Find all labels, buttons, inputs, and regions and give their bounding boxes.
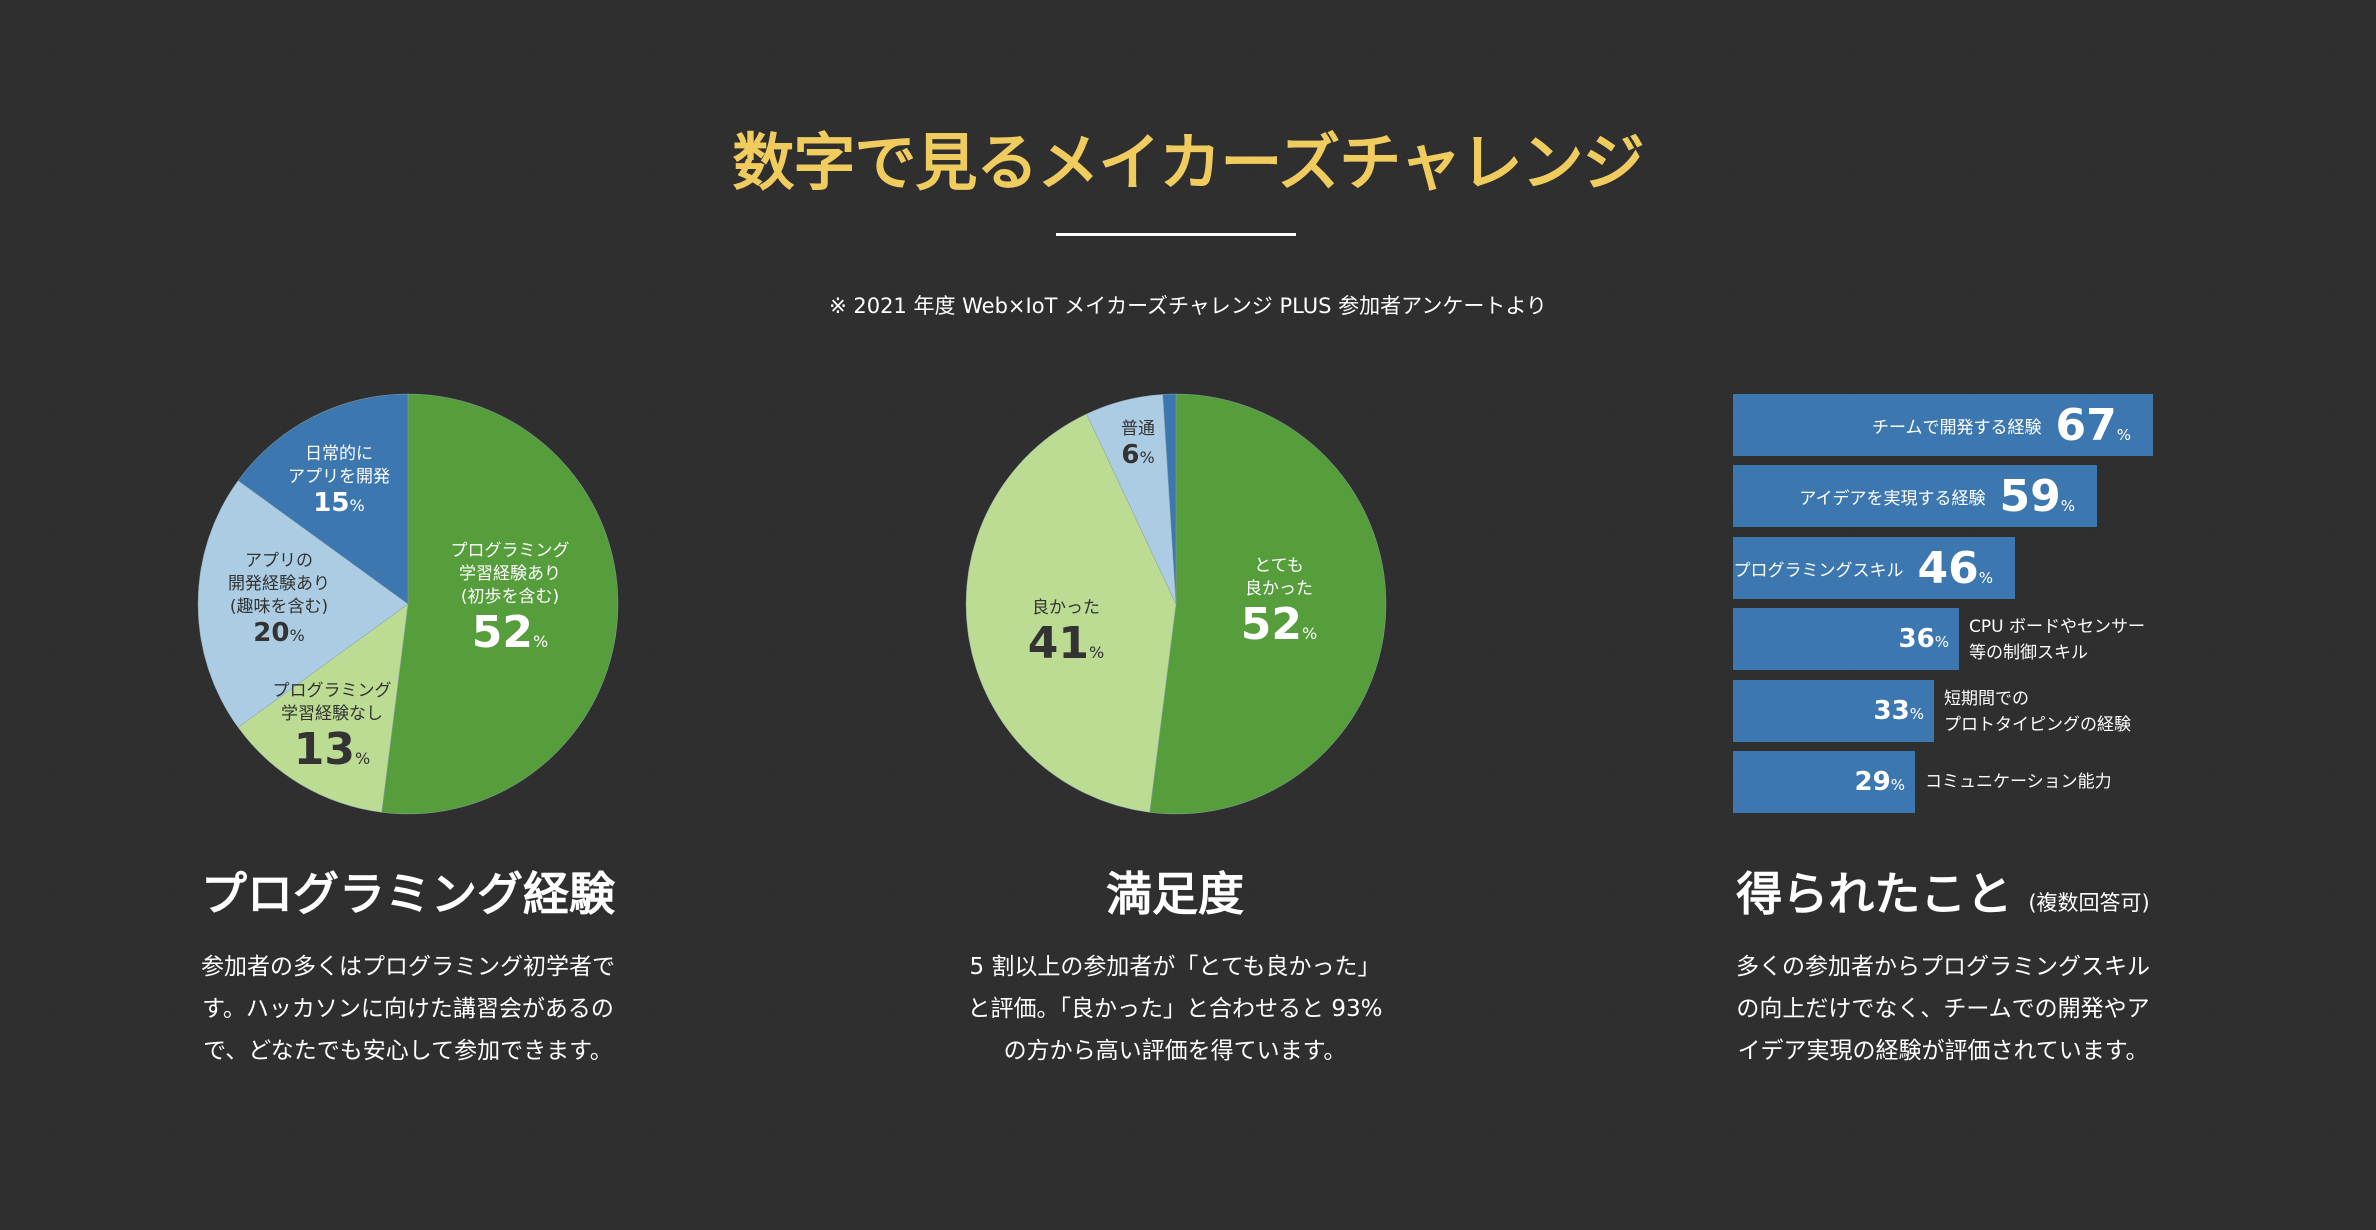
pie1-label-hobby-dev-line2: 開発経験あり xyxy=(228,573,330,594)
page-title: 数字で見るメイカーズチャレンジ xyxy=(732,126,1644,199)
pie-slice xyxy=(237,393,409,605)
pie1-label-daily-dev: 日常的に アプリを開発 15% xyxy=(288,444,390,518)
pie2-label-neutral: 普通 6% xyxy=(1121,419,1155,470)
pie2-label-very-good-line1: とても xyxy=(1254,556,1304,576)
bar-team-dev: チームで開発する経験 67% xyxy=(1733,394,2153,456)
section-heading-gains: 得られたこと (複数回答可) xyxy=(1736,867,2150,921)
bar-value-cpu-control: 36 xyxy=(1898,624,1935,654)
pie1-value-daily-dev: 15 xyxy=(313,487,350,518)
pie1-label-no-experience-line1: プログラミング xyxy=(272,681,392,701)
pie1-label-no-experience: プログラミング 学習経験なし 13% xyxy=(272,681,392,775)
bar-label-cpu-control: CPU ボードやセンサー 等の制御スキル xyxy=(1969,617,2145,663)
bar-label-programming-skill: プログラミングスキル xyxy=(1733,560,1904,581)
title-divider xyxy=(1056,233,1296,236)
pie2-label-very-good: とても 良かった 52% xyxy=(1240,556,1318,650)
pie1-value-experienced: 52 xyxy=(471,606,534,658)
pie-slice xyxy=(1149,393,1387,815)
pie2-label-very-good-line2: 良かった xyxy=(1245,578,1313,599)
pie2-value-very-good: 52 xyxy=(1240,598,1303,650)
bar-value-prototyping: 33 xyxy=(1873,696,1910,726)
bar-value-team-dev: 67 xyxy=(2055,399,2117,451)
bar-communication: 29% xyxy=(1733,751,1915,813)
bar-label-prototyping: 短期間での プロトタイピングの経験 xyxy=(1944,689,2131,735)
section-heading-programming: プログラミング経験 xyxy=(201,867,615,921)
pie1-label-experienced: プログラミング 学習経験あり (初歩を含む) 52% xyxy=(450,541,570,658)
pie-slice xyxy=(381,393,619,815)
pie1-label-experienced-line2: 学習経験あり xyxy=(459,563,561,584)
bar-label-idea: アイデアを実現する経験 xyxy=(1799,488,1986,509)
pie1-label-experienced-line1: プログラミング xyxy=(450,541,570,561)
bar-value-programming-skill: 46 xyxy=(1917,542,1979,594)
pie-slice xyxy=(1162,393,1177,605)
pie-chart-satisfaction xyxy=(965,393,1387,815)
pie1-label-experienced-line3: (初歩を含む) xyxy=(460,586,560,607)
bar-programming-skill: プログラミングスキル 46% xyxy=(1733,537,2015,599)
section-desc-gains: 多くの参加者からプログラミングスキルの向上だけでなく、チームでの開発やアイデア実… xyxy=(1736,954,2150,1064)
section-desc-programming: 参加者の多くはプログラミング初学者です。ハッカソンに向けた講習会があるので、どな… xyxy=(201,954,615,1064)
pie1-label-no-experience-line2: 学習経験なし xyxy=(281,703,383,724)
pie-chart-programming-experience xyxy=(197,393,619,815)
bar-idea: アイデアを実現する経験 59% xyxy=(1733,465,2097,527)
pie2-label-neutral-line1: 普通 xyxy=(1121,419,1155,439)
pie1-value-no-experience: 13 xyxy=(293,723,356,775)
pie1-label-hobby-dev-line3: (趣味を含む) xyxy=(229,596,329,617)
pie2-label-good-line1: 良かった xyxy=(1032,598,1100,618)
section-heading-gains-note: (複数回答可) xyxy=(2028,891,2150,915)
pie2-value-good: 41 xyxy=(1027,617,1090,669)
bar-cpu-control: 36% xyxy=(1733,608,1959,670)
section-heading-satisfaction: 満足度 xyxy=(1106,867,1244,921)
bar-prototyping: 33% xyxy=(1733,680,1934,742)
pie-slice xyxy=(237,603,409,813)
section-desc-satisfaction: 5 割以上の参加者が「とても良かった」と評価。「良かった」と合わせると 93% … xyxy=(967,954,1383,1064)
pie1-label-hobby-dev-line1: アプリの xyxy=(245,551,313,571)
pie1-label-daily-dev-line1: 日常的に xyxy=(305,444,373,464)
pie2-value-neutral: 6 xyxy=(1121,439,1140,470)
pie-slice xyxy=(197,480,409,728)
pie1-label-daily-dev-line2: アプリを開発 xyxy=(288,466,390,487)
bar-value-communication: 29 xyxy=(1854,767,1891,797)
bar-label-communication: コミュニケーション能力 xyxy=(1925,772,2112,792)
pie1-label-hobby-dev: アプリの 開発経験あり (趣味を含む) 20% xyxy=(228,551,330,648)
pie-slice xyxy=(965,413,1177,813)
bar-label-team-dev: チームで開発する経験 xyxy=(1872,417,2042,438)
pie1-value-hobby-dev: 20 xyxy=(253,617,290,648)
source-note: ※ 2021 年度 Web×IoT メイカーズチャレンジ PLUS 参加者アンケ… xyxy=(829,294,1547,318)
bar-value-idea: 59 xyxy=(1999,470,2061,522)
pie2-label-good: 良かった 41% xyxy=(1027,598,1105,669)
